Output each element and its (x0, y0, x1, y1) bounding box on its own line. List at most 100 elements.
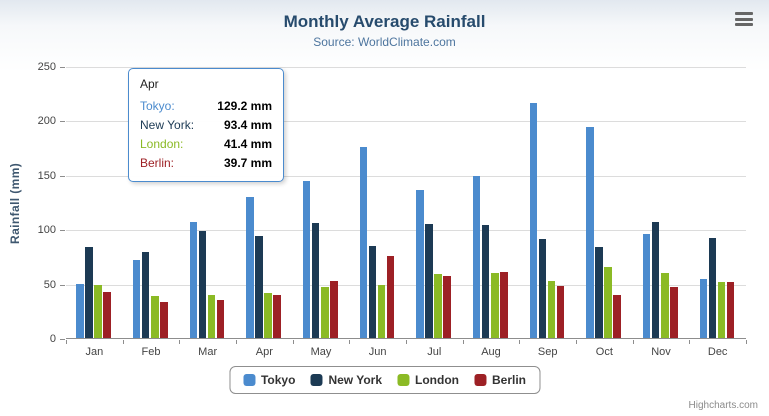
tooltip-series-value: 41.4 mm (223, 137, 272, 151)
bar-tokyo-jul[interactable] (416, 190, 424, 338)
legend-item-berlin[interactable]: Berlin (474, 373, 526, 387)
credits-link[interactable]: Highcharts.com (688, 400, 758, 411)
bar-berlin-may[interactable] (330, 280, 338, 338)
gridline (66, 284, 746, 286)
x-axis-tick (689, 340, 691, 344)
bar-new-york-jan[interactable] (85, 247, 93, 338)
bar-london-mar[interactable] (207, 295, 216, 338)
tooltip-series-label: London: (140, 137, 184, 151)
bar-tokyo-may[interactable] (302, 181, 311, 338)
bar-new-york-feb[interactable] (141, 252, 150, 338)
legend: Tokyo New York London Berlin (228, 366, 541, 394)
bar-london-feb[interactable] (151, 295, 159, 338)
legend-swatch-tokyo (242, 374, 255, 386)
legend-label-london: London (415, 373, 459, 387)
bar-new-york-may[interactable] (311, 222, 320, 338)
bar-new-york-jun[interactable] (368, 246, 377, 338)
tooltip-row-new-york: New York: 93.4 mm (140, 116, 272, 135)
x-axis-label-jan: Jan (85, 346, 104, 358)
bar-tokyo-apr[interactable] (246, 197, 254, 338)
legend-label-new-york: New York (328, 373, 383, 387)
bar-london-aug[interactable] (491, 273, 499, 338)
bar-london-nov[interactable] (661, 273, 669, 338)
y-axis-tick (60, 175, 65, 177)
x-axis-label-feb: Feb (141, 346, 161, 358)
bar-tokyo-sep[interactable] (529, 102, 538, 338)
x-axis-tick (632, 340, 634, 344)
x-axis-label-may: May (310, 346, 332, 358)
bar-tokyo-nov[interactable] (642, 234, 651, 338)
tooltip: Apr Tokyo: 129.2 mm New York: 93.4 mm London… (128, 68, 284, 182)
bar-tokyo-jan[interactable] (76, 283, 84, 338)
x-axis-tick (122, 340, 124, 344)
x-axis-tick (66, 340, 67, 344)
tooltip-series-value: 93.4 mm (223, 118, 272, 132)
bar-london-jun[interactable] (377, 285, 386, 338)
bar-tokyo-mar[interactable] (189, 222, 198, 338)
legend-item-tokyo[interactable]: Tokyo (242, 373, 296, 387)
tooltip-series-label: Tokyo: (140, 99, 175, 113)
legend-label-tokyo: Tokyo (260, 373, 296, 387)
x-axis-tick (406, 340, 407, 344)
bar-berlin-aug[interactable] (500, 272, 508, 338)
bar-tokyo-jun[interactable] (359, 146, 368, 338)
bar-new-york-aug[interactable] (481, 224, 490, 338)
x-axis-label-jul: Jul (427, 346, 442, 358)
legend-item-new-york[interactable]: New York (310, 373, 382, 387)
bar-london-dec[interactable] (717, 282, 726, 338)
bar-london-oct[interactable] (604, 267, 612, 338)
gridline (66, 230, 746, 232)
tooltip-category: Apr (140, 77, 159, 91)
bar-new-york-jul[interactable] (425, 223, 433, 338)
bar-berlin-jul[interactable] (443, 275, 451, 338)
y-axis-tick (60, 230, 65, 232)
bar-berlin-oct[interactable] (613, 295, 621, 338)
bar-london-sep[interactable] (547, 281, 556, 338)
x-axis-label-oct: Oct (595, 346, 613, 358)
tooltip-series-label: New York: (140, 118, 195, 132)
bar-tokyo-dec[interactable] (699, 278, 708, 338)
bar-tokyo-oct[interactable] (586, 126, 594, 338)
bar-tokyo-aug[interactable] (472, 176, 481, 338)
export-menu-button[interactable] (733, 11, 755, 27)
bar-london-jan[interactable] (94, 284, 102, 338)
y-axis-tick (60, 67, 65, 68)
bar-new-york-oct[interactable] (595, 247, 603, 338)
y-axis-tick (60, 339, 65, 340)
gridline (66, 67, 746, 68)
bar-berlin-jun[interactable] (386, 255, 395, 338)
legend-swatch-berlin (474, 374, 486, 386)
x-axis-tick (236, 340, 237, 344)
bar-berlin-jan[interactable] (103, 291, 111, 338)
x-axis-tick (576, 340, 577, 344)
bar-new-york-mar[interactable] (198, 230, 207, 338)
bar-new-york-dec[interactable] (708, 237, 717, 338)
bar-london-apr[interactable] (264, 292, 272, 338)
x-axis-tick (179, 340, 181, 344)
x-axis-label-nov: Nov (651, 346, 671, 358)
bar-berlin-apr[interactable] (273, 294, 281, 338)
bar-berlin-nov[interactable] (670, 287, 678, 338)
x-axis-label-aug: Aug (481, 346, 501, 358)
legend-item-london[interactable]: London (397, 373, 459, 387)
bar-new-york-sep[interactable] (538, 238, 547, 338)
y-axis-title: Rainfall (mm) (8, 162, 22, 244)
x-axis-tick (292, 340, 294, 344)
bar-london-may[interactable] (321, 286, 329, 338)
bar-new-york-apr[interactable] (255, 236, 263, 338)
bar-berlin-dec[interactable] (726, 282, 735, 338)
legend-label-berlin: Berlin (492, 373, 527, 387)
tooltip-row-tokyo: Tokyo: 129.2 mm (140, 97, 272, 116)
bar-berlin-sep[interactable] (556, 286, 565, 338)
y-axis-label-0: 0 (49, 333, 56, 345)
bar-london-jul[interactable] (434, 273, 442, 338)
legend-swatch-london (397, 374, 410, 386)
bar-berlin-feb[interactable] (160, 301, 168, 338)
tooltip-series-value: 129.2 mm (217, 99, 272, 113)
bar-berlin-mar[interactable] (216, 300, 225, 338)
x-axis-tick (349, 340, 351, 344)
bar-tokyo-feb[interactable] (132, 260, 141, 338)
x-axis-label-apr: Apr (255, 346, 273, 358)
bar-new-york-nov[interactable] (651, 222, 660, 338)
